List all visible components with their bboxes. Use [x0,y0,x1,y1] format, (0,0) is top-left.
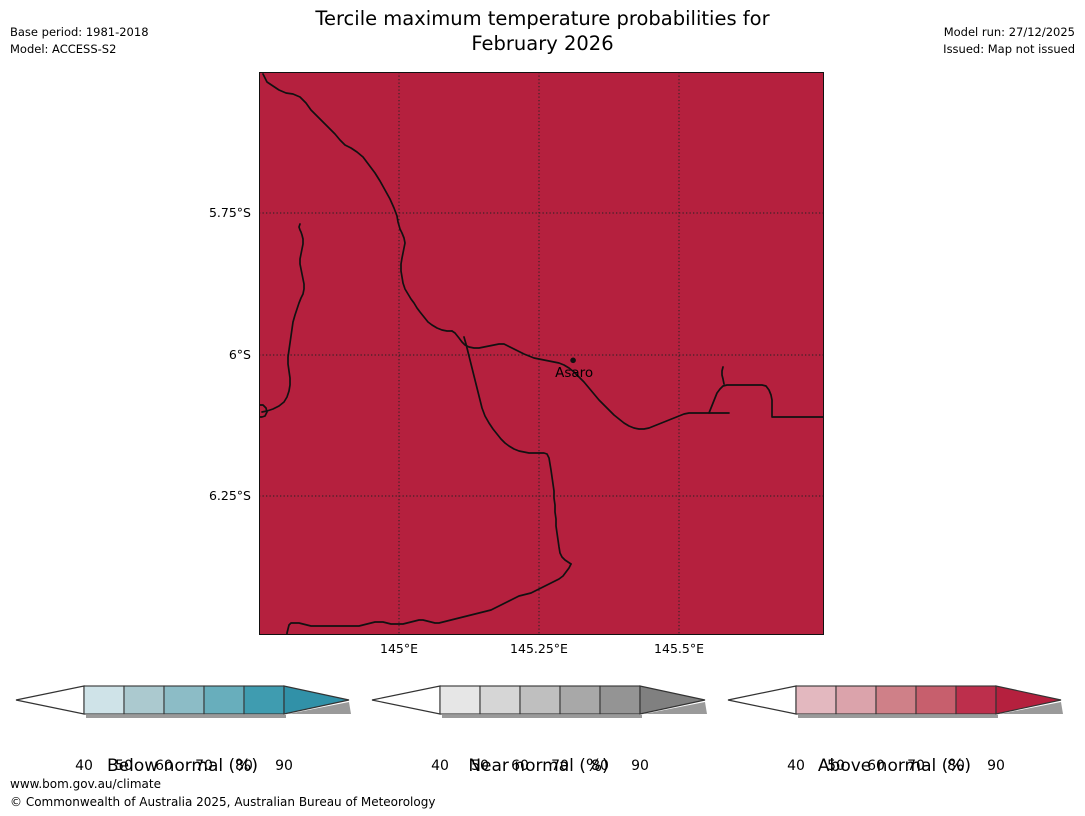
swatch-60-70[interactable] [519,685,561,715]
map-x-tick-label: 145°E [379,641,419,656]
tick-40: 40 [787,758,805,774]
tick-70: 70 [195,758,213,774]
metadata-left: Base period: 1981-2018 Model: ACCESS-S2 [10,24,149,58]
map-y-axis [0,0,252,700]
tick-80: 80 [235,758,253,774]
tick-70: 70 [907,758,925,774]
tick-90: 90 [275,758,293,774]
map-background [259,72,824,635]
map-y-tick-label: 5.75°S [208,205,251,221]
colorbar-above-normal-caption: Above normal (%) [817,756,972,776]
model-text: Model: ACCESS-S2 [10,42,117,56]
colorbar-near-normal-caption: Near normal (%) [468,756,609,776]
swatch-80-90[interactable] [243,685,285,715]
colorbar-above-normal-ticks: 40 50 60 70 80 90 [722,724,1067,774]
footer-website: www.bom.gov.au/climate [10,777,161,791]
page-title: Tercile maximum temperature probabilitie… [0,6,1085,56]
tick-90: 90 [987,758,1005,774]
tick-50: 50 [115,758,133,774]
swatch-40-50[interactable] [795,685,837,715]
swatch-over[interactable] [995,685,1062,715]
tick-70: 70 [551,758,569,774]
swatch-70-80[interactable] [203,685,245,715]
colorbar-shadow [442,715,642,718]
base-period-text: Base period: 1981-2018 [10,25,149,39]
map-coastline [259,73,824,635]
colorbar-above-normal[interactable]: 40 50 60 70 80 90 Above normal (%) [722,684,1067,776]
tick-60: 60 [511,758,529,774]
tick-60: 60 [155,758,173,774]
colorbar-shadow-arrow [1000,702,1063,714]
swatch-80-90[interactable] [599,685,641,715]
colorbar-near-normal-swatches[interactable] [366,684,711,720]
swatch-50-60[interactable] [835,685,877,715]
colorbar-below-normal-ticks: 40 50 60 70 80 90 [10,724,355,774]
map-canvas[interactable] [259,72,824,635]
city-marker-asaro[interactable] [570,357,576,364]
swatch-50-60[interactable] [123,685,165,715]
colorbar-below-normal-swatches[interactable] [10,684,355,720]
metadata-right: Model run: 27/12/2025 Issued: Map not is… [943,24,1075,58]
swatch-over[interactable] [639,685,706,715]
swatch-50-60[interactable] [479,685,521,715]
swatch-under[interactable] [15,685,85,715]
tick-80: 80 [947,758,965,774]
swatch-60-70[interactable] [163,685,205,715]
colorbar-below-normal-caption: Below normal (%) [107,756,258,776]
tick-50: 50 [827,758,845,774]
swatch-40-50[interactable] [83,685,125,715]
colorbar-above-normal-swatches[interactable] [722,684,1067,720]
map-y-tick-label: 6.25°S [208,487,251,503]
tick-80: 80 [591,758,609,774]
tick-40: 40 [431,758,449,774]
map-x-tick-label: 145.25°E [510,641,568,656]
colorbar-near-normal-ticks: 40 50 60 70 80 90 [366,724,711,774]
swatch-under[interactable] [727,685,797,715]
swatch-over[interactable] [283,685,350,715]
tick-50: 50 [471,758,489,774]
city-marker-dot[interactable] [570,357,576,364]
colorbar-shadow-arrow [288,702,351,714]
colorbar-below-normal[interactable]: 40 50 60 70 80 90 Below normal (%) [10,684,355,776]
page-title-line2: February 2026 [471,32,614,55]
swatch-40-50[interactable] [439,685,481,715]
colorbar-shadow [798,715,998,718]
map-gridlines [259,72,824,635]
tick-40: 40 [75,758,93,774]
swatch-80-90[interactable] [955,685,997,715]
swatch-70-80[interactable] [559,685,601,715]
footer-copyright: © Commonwealth of Australia 2025, Austra… [10,795,436,809]
swatch-70-80[interactable] [915,685,957,715]
map-frame [259,72,824,635]
city-label-asaro: Asaro [555,365,594,382]
tick-60: 60 [867,758,885,774]
page-title-line1: Tercile maximum temperature probabilitie… [315,7,770,30]
colorbar-near-normal[interactable]: 40 50 60 70 80 90 Near normal (%) [366,684,711,776]
map-y-tick-label: 6°S [228,346,251,362]
footer: www.bom.gov.au/climate © Commonwealth of… [10,775,435,811]
model-run-text: Model run: 27/12/2025 [943,25,1075,39]
map-x-tick-label: 145.5°E [654,641,704,656]
colorbar-shadow [86,715,286,718]
colorbar-shadow-arrow [644,702,707,714]
swatch-under[interactable] [371,685,441,715]
swatch-60-70[interactable] [875,685,917,715]
issued-text: Issued: Map not issued [943,42,1075,56]
tick-90: 90 [631,758,649,774]
map-panel[interactable]: Asaro [259,72,824,635]
